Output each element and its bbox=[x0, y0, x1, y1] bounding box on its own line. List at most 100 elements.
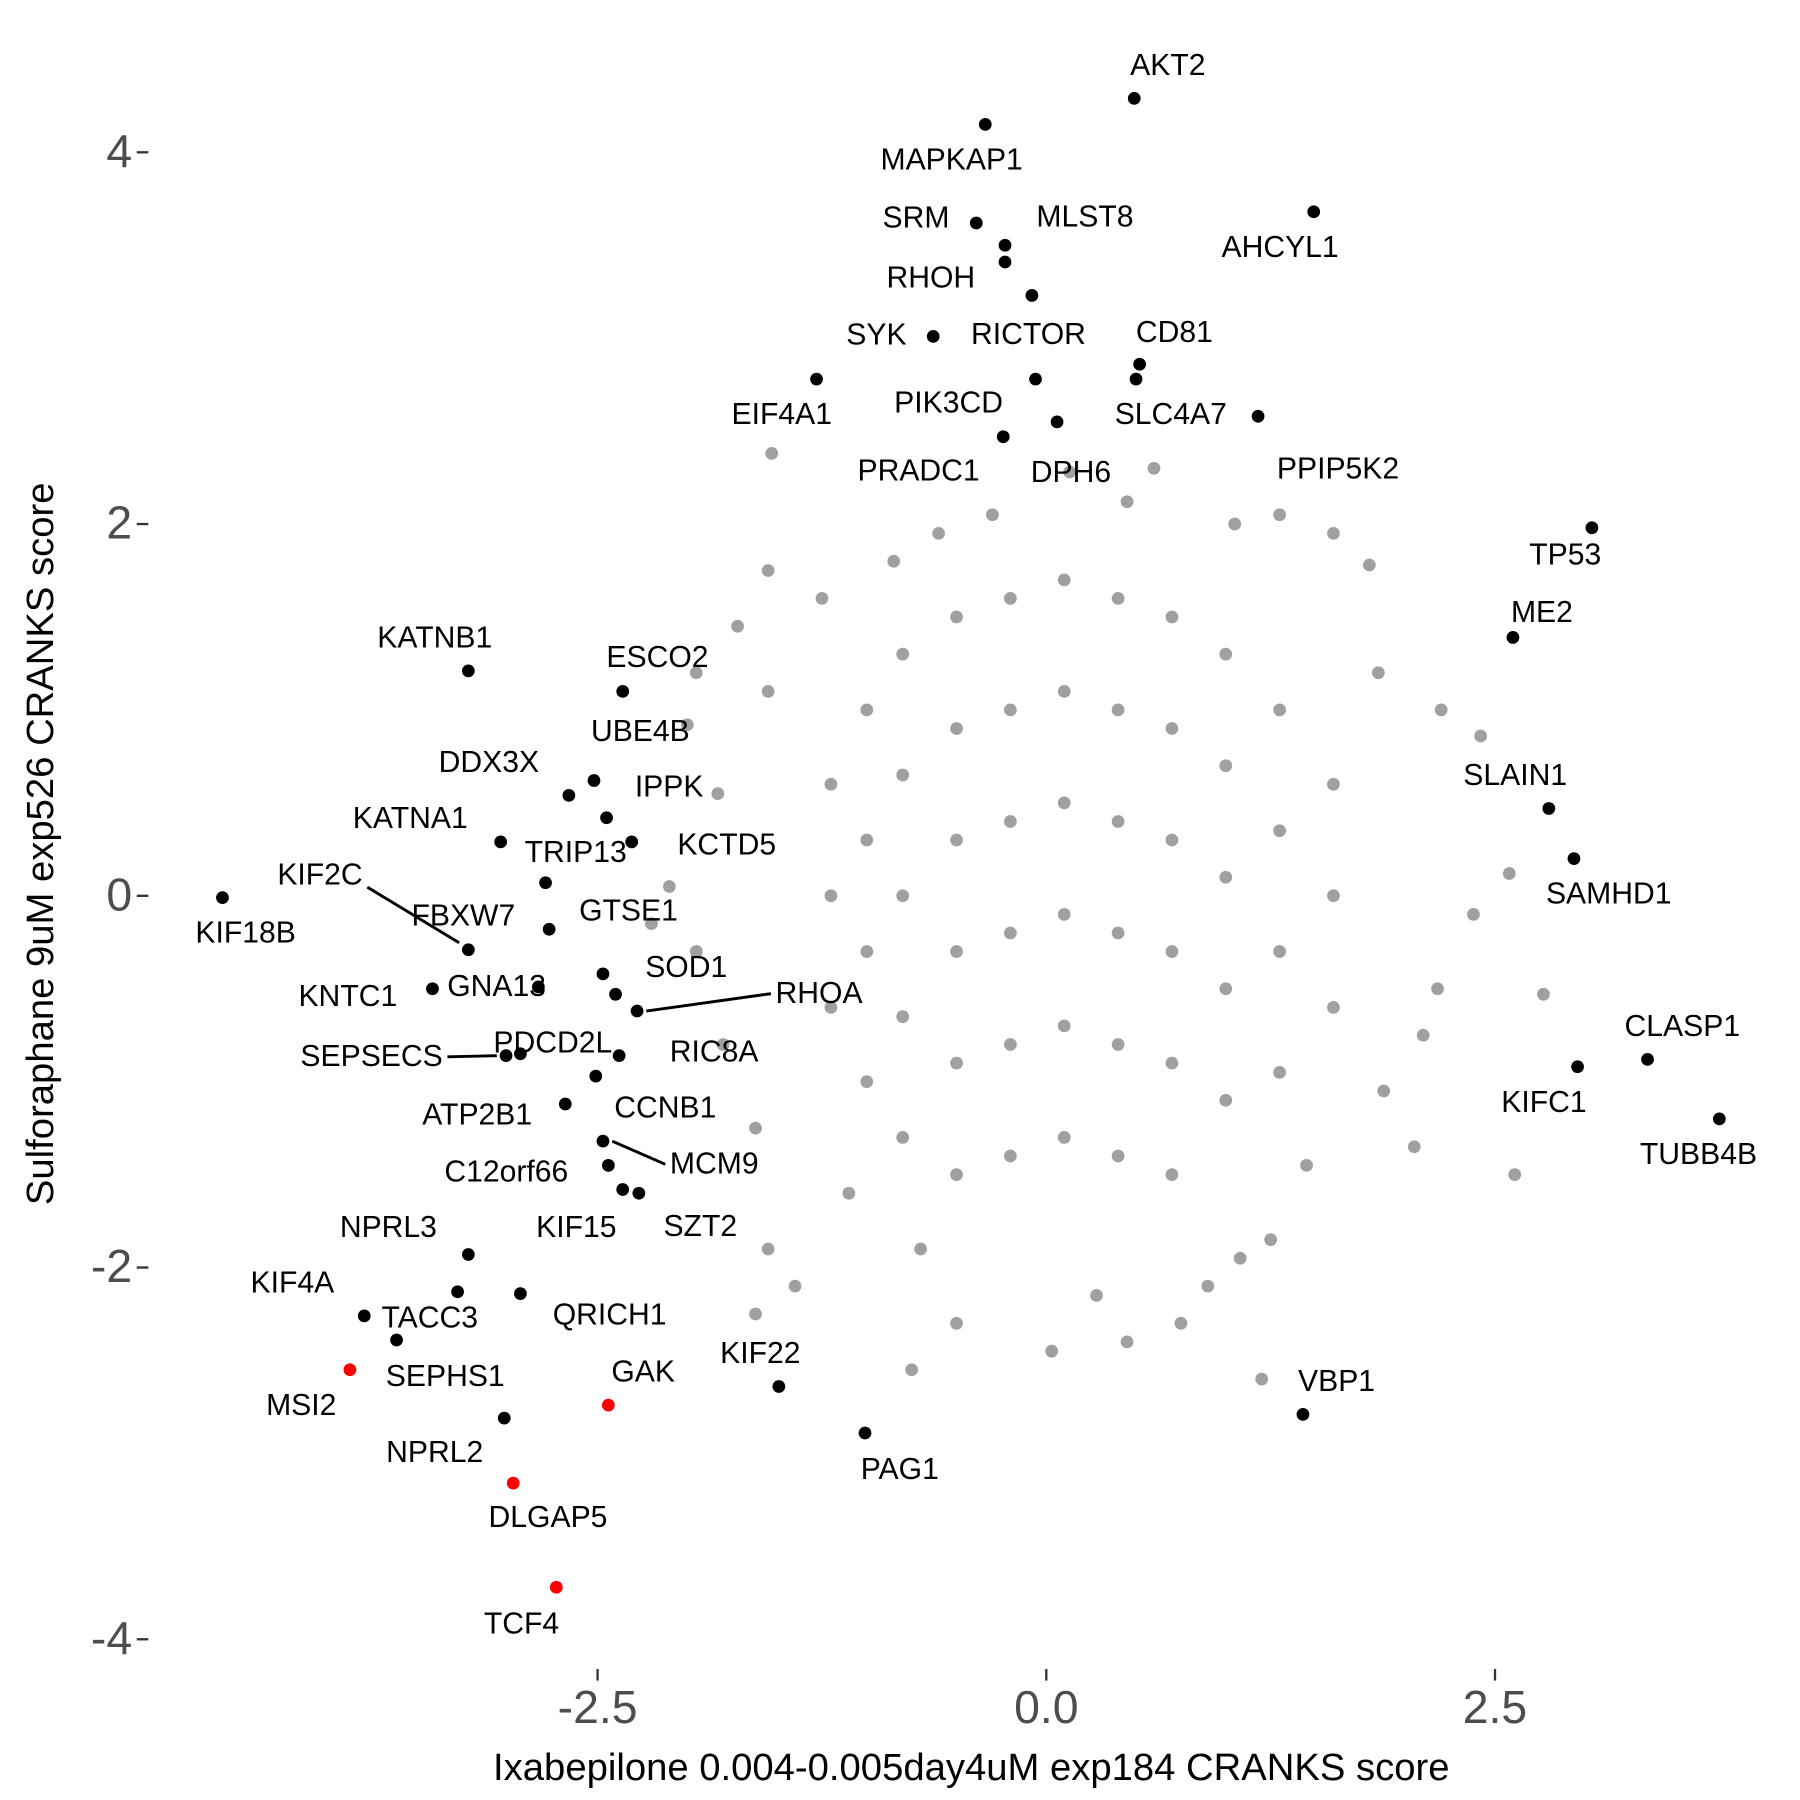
point bbox=[1327, 1000, 1340, 1014]
point bbox=[1147, 461, 1161, 475]
point bbox=[1111, 592, 1125, 605]
point bbox=[1063, 465, 1076, 479]
point-label: TP53 bbox=[1529, 539, 1601, 572]
point bbox=[600, 811, 613, 825]
point bbox=[343, 1363, 357, 1377]
point bbox=[1165, 610, 1179, 624]
point bbox=[1111, 815, 1125, 828]
point-label: RIC8A bbox=[670, 1035, 760, 1068]
point bbox=[663, 880, 676, 893]
point bbox=[451, 1285, 464, 1299]
point bbox=[1165, 722, 1179, 735]
point bbox=[824, 1000, 838, 1014]
point bbox=[950, 1056, 963, 1070]
point-label: PRADC1 bbox=[857, 455, 979, 488]
point-label: GNA13 bbox=[447, 970, 546, 1003]
point bbox=[1004, 1149, 1017, 1163]
point-label: IPPK bbox=[635, 771, 704, 804]
point-label: KIF15 bbox=[536, 1211, 616, 1244]
point bbox=[1057, 1019, 1071, 1033]
point bbox=[542, 922, 556, 936]
point bbox=[1133, 357, 1146, 371]
point bbox=[950, 1168, 963, 1181]
point bbox=[1025, 289, 1039, 302]
point bbox=[1029, 372, 1042, 386]
point bbox=[914, 1242, 928, 1256]
point bbox=[1050, 415, 1064, 429]
point-label: TUBB4B bbox=[1640, 1138, 1757, 1171]
point bbox=[625, 835, 639, 849]
leader-line bbox=[611, 1139, 666, 1166]
point bbox=[596, 1134, 610, 1148]
point bbox=[461, 1248, 475, 1261]
point bbox=[1120, 1335, 1134, 1349]
point bbox=[896, 768, 910, 782]
point-label: PIK3CD bbox=[894, 387, 1003, 420]
point bbox=[1506, 631, 1520, 644]
point-label: KATNA1 bbox=[353, 802, 468, 835]
leader-line bbox=[366, 885, 460, 944]
point bbox=[810, 372, 823, 386]
point bbox=[1542, 802, 1556, 815]
point bbox=[1057, 573, 1071, 587]
point bbox=[499, 1049, 513, 1063]
point bbox=[612, 1049, 626, 1063]
point bbox=[549, 1580, 563, 1594]
point-label: PAG1 bbox=[861, 1453, 939, 1486]
point bbox=[645, 917, 658, 931]
point bbox=[761, 1242, 775, 1256]
point-label: SYK bbox=[846, 318, 906, 351]
point bbox=[680, 718, 694, 732]
point bbox=[1273, 508, 1286, 522]
point bbox=[986, 508, 999, 522]
point bbox=[1508, 1168, 1522, 1181]
point-label: MLST8 bbox=[1036, 201, 1133, 234]
point bbox=[716, 1038, 730, 1051]
point bbox=[1407, 1140, 1421, 1154]
point bbox=[896, 1131, 910, 1144]
point bbox=[1111, 926, 1125, 940]
leader-line bbox=[646, 992, 772, 1013]
point-label: KIF2C bbox=[277, 859, 362, 892]
point bbox=[1362, 558, 1376, 572]
point-label: DLGAP5 bbox=[489, 1501, 608, 1534]
point-label: SLC4A7 bbox=[1115, 398, 1227, 431]
point-label: VBP1 bbox=[1298, 1365, 1375, 1398]
point-label: DPH6 bbox=[1031, 456, 1111, 489]
point bbox=[765, 447, 779, 460]
point bbox=[1371, 666, 1385, 680]
point bbox=[1219, 870, 1233, 884]
point-label: KIFC1 bbox=[1501, 1086, 1586, 1119]
point-label: KIF4A bbox=[251, 1267, 336, 1300]
point bbox=[824, 777, 838, 791]
point-label: RHOA bbox=[776, 977, 864, 1010]
point bbox=[860, 1075, 874, 1089]
point-label: AKT2 bbox=[1130, 49, 1205, 82]
point bbox=[749, 1307, 762, 1321]
point bbox=[761, 684, 775, 698]
leader-line bbox=[447, 1054, 497, 1059]
y-tick-label: 4 bbox=[106, 125, 132, 177]
point bbox=[616, 684, 630, 698]
x-axis-title: Ixabepilone 0.004-0.005day4uM exp184 CRA… bbox=[493, 1746, 1449, 1789]
point bbox=[1004, 815, 1017, 828]
point bbox=[609, 987, 622, 1001]
point bbox=[788, 1279, 802, 1293]
point bbox=[1228, 517, 1242, 531]
point bbox=[1057, 684, 1071, 698]
point bbox=[1251, 409, 1265, 423]
point bbox=[1434, 703, 1448, 717]
point-label: MSI2 bbox=[266, 1389, 336, 1422]
point bbox=[711, 787, 725, 800]
point bbox=[896, 889, 910, 903]
point bbox=[1057, 908, 1071, 921]
point bbox=[950, 722, 963, 735]
point-label: KIF18B bbox=[195, 917, 295, 950]
point bbox=[357, 1309, 371, 1323]
point bbox=[969, 216, 983, 230]
point bbox=[1327, 526, 1340, 540]
point bbox=[772, 1380, 786, 1393]
point bbox=[1004, 592, 1017, 605]
point bbox=[1474, 729, 1488, 743]
